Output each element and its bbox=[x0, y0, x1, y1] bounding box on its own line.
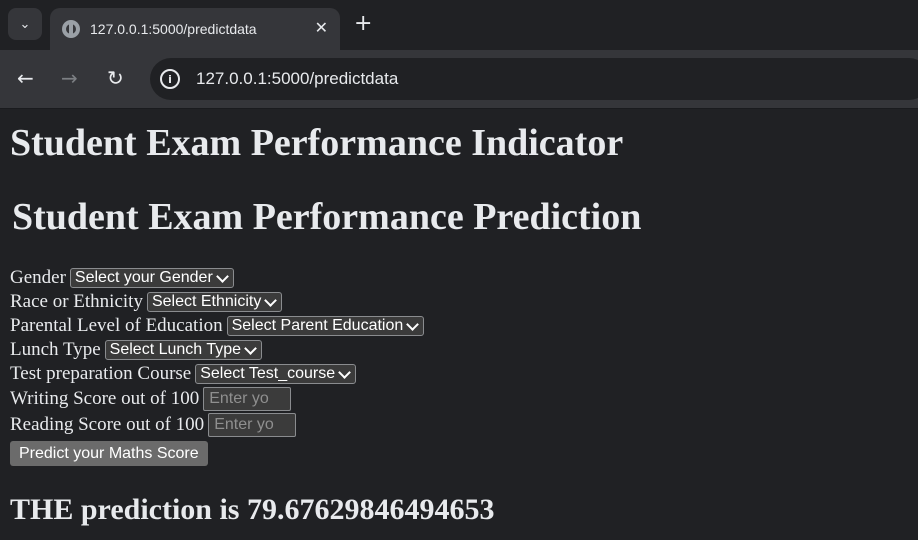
parental-education-row: Parental Level of Education Select Paren… bbox=[10, 314, 910, 338]
chevron-down-icon bbox=[264, 293, 278, 307]
plus-icon[interactable]: + bbox=[354, 11, 373, 36]
tab-title: 127.0.0.1:5000/predictdata bbox=[90, 21, 257, 37]
test-prep-row: Test preparation Course Select Test_cour… bbox=[10, 362, 910, 386]
test-prep-select[interactable]: Select Test_course bbox=[195, 364, 357, 384]
reading-score-input[interactable] bbox=[208, 413, 297, 437]
arrow-right-icon[interactable]: → bbox=[61, 66, 78, 90]
chevron-down-icon bbox=[215, 269, 229, 283]
address-bar[interactable]: i 127.0.0.1:5000/predictdata bbox=[150, 58, 918, 100]
lunch-row: Lunch Type Select Lunch Type bbox=[10, 338, 910, 362]
chevron-down-icon bbox=[338, 365, 351, 379]
prediction-form: Gender Select your Gender Race or Ethnic… bbox=[10, 266, 910, 466]
tab-active[interactable]: 127.0.0.1:5000/predictdata ✕ bbox=[50, 8, 340, 50]
globe-icon bbox=[62, 20, 80, 38]
browser-toolbar: ← → ↻ i 127.0.0.1:5000/predictdata bbox=[0, 50, 918, 108]
gender-label: Gender bbox=[10, 267, 66, 288]
tab-search-button[interactable]: ⌄ bbox=[8, 8, 42, 40]
chevron-down-icon: ⌄ bbox=[19, 16, 31, 32]
arrow-left-icon[interactable]: ← bbox=[17, 66, 34, 90]
lunch-select-value: Select Lunch Type bbox=[109, 341, 242, 358]
reload-icon[interactable]: ↻ bbox=[107, 66, 124, 90]
lunch-select[interactable]: Select Lunch Type bbox=[104, 340, 263, 360]
writing-score-row: Writing Score out of 100 bbox=[10, 386, 910, 412]
reading-score-label: Reading Score out of 100 bbox=[10, 414, 205, 435]
prediction-title: Student Exam Performance Prediction bbox=[12, 196, 642, 238]
reading-score-row: Reading Score out of 100 bbox=[10, 412, 910, 438]
close-icon[interactable]: ✕ bbox=[314, 18, 328, 37]
test-prep-label: Test preparation Course bbox=[10, 363, 192, 384]
parental-education-label: Parental Level of Education bbox=[10, 315, 223, 336]
url-text[interactable]: 127.0.0.1:5000/predictdata bbox=[196, 69, 399, 88]
parental-education-select-value: Select Parent Education bbox=[231, 317, 404, 334]
lunch-label: Lunch Type bbox=[10, 339, 101, 360]
ethnicity-row: Race or Ethnicity Select Ethnicity bbox=[10, 290, 910, 314]
ethnicity-label: Race or Ethnicity bbox=[10, 291, 143, 312]
gender-row: Gender Select your Gender bbox=[10, 266, 910, 290]
writing-score-input[interactable] bbox=[203, 387, 292, 411]
divider bbox=[0, 108, 918, 109]
tab-strip: ⌄ 127.0.0.1:5000/predictdata ✕ + bbox=[0, 0, 918, 50]
parental-education-select[interactable]: Select Parent Education bbox=[226, 316, 425, 336]
writing-score-label: Writing Score out of 100 bbox=[10, 388, 200, 409]
info-icon[interactable]: i bbox=[160, 69, 180, 89]
prediction-result: THE prediction is 79.67629846494653 bbox=[10, 493, 495, 526]
page-content: Student Exam Performance Indicator Stude… bbox=[10, 109, 910, 527]
predict-button[interactable]: Predict your Maths Score bbox=[10, 441, 208, 466]
chevron-down-icon bbox=[406, 317, 420, 331]
ethnicity-select-value: Select Ethnicity bbox=[151, 293, 262, 310]
page-title: Student Exam Performance Indicator bbox=[10, 122, 624, 164]
gender-select[interactable]: Select your Gender bbox=[69, 268, 234, 288]
ethnicity-select[interactable]: Select Ethnicity bbox=[146, 292, 283, 312]
test-prep-select-value: Select Test_course bbox=[200, 365, 336, 382]
gender-select-value: Select your Gender bbox=[74, 269, 213, 286]
chevron-down-icon bbox=[244, 341, 257, 355]
